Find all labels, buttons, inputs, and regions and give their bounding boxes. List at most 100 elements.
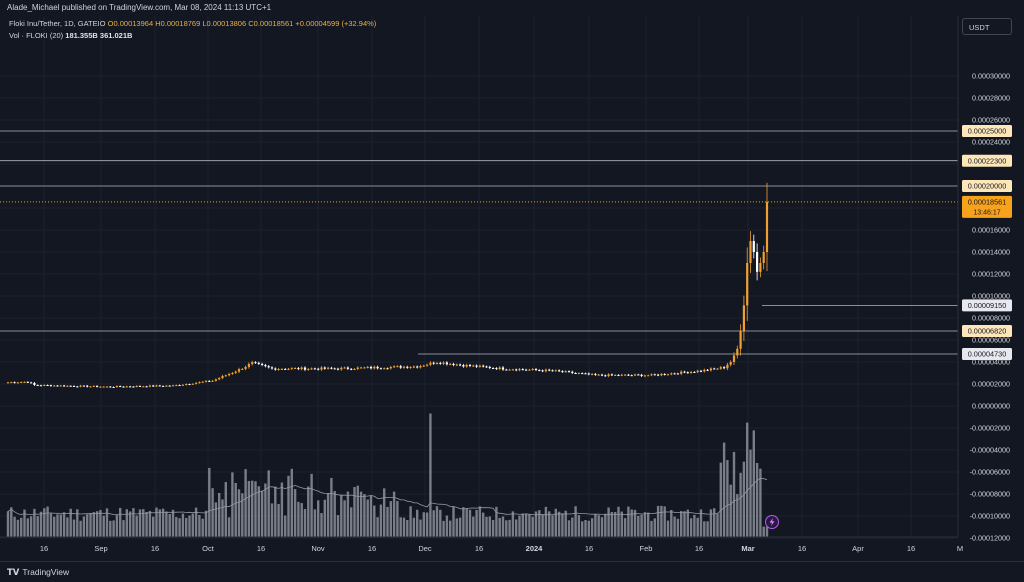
volume-bar xyxy=(749,449,752,537)
volume-bar xyxy=(260,490,264,537)
volume-bar xyxy=(402,517,406,537)
candle-body xyxy=(105,386,109,388)
horizontal-levels[interactable] xyxy=(0,130,958,355)
candle-body xyxy=(624,374,627,376)
volume-bar xyxy=(135,515,138,537)
lightning-icon[interactable] xyxy=(765,515,779,529)
volume-bar xyxy=(699,509,703,537)
time-tick-label: M xyxy=(957,544,963,553)
candle-body xyxy=(142,386,145,388)
volume-bar xyxy=(683,511,686,537)
level-tag xyxy=(962,154,1012,167)
time-tick-label: 16 xyxy=(695,544,703,553)
candle-body xyxy=(389,367,392,369)
candle-body xyxy=(746,263,749,306)
candle-body xyxy=(181,384,184,386)
volume-bar xyxy=(277,503,280,537)
candle-body xyxy=(478,365,481,367)
tradingview-logo-icon: 𝗧𝗩 xyxy=(7,568,20,578)
volume-bar xyxy=(290,468,293,537)
candle-body xyxy=(16,382,19,384)
volume-bar xyxy=(742,461,746,537)
candle-body xyxy=(53,385,56,387)
volume-bar xyxy=(600,517,604,537)
candle-body xyxy=(617,374,620,376)
volume-bar xyxy=(247,480,251,537)
candle-body xyxy=(690,371,693,373)
candle-body xyxy=(247,364,250,367)
volume-bar xyxy=(49,513,53,537)
candle-body xyxy=(561,371,564,373)
volume-bar xyxy=(729,484,732,537)
volume-bar xyxy=(161,508,165,537)
price-tick-label: -0.00008000 xyxy=(970,490,1010,499)
tradingview-brand[interactable]: 𝗧𝗩 TradingView xyxy=(7,567,69,578)
candle-body xyxy=(346,367,349,369)
candle-body xyxy=(188,384,191,386)
candle-body xyxy=(257,362,260,364)
volume-bar xyxy=(561,513,564,537)
time-tick-label: Dec xyxy=(418,544,432,553)
volume-bar xyxy=(521,513,524,537)
candle-body xyxy=(591,373,594,375)
volume-bar xyxy=(676,518,680,537)
candle-body xyxy=(699,370,703,372)
candle-body xyxy=(455,364,458,366)
volume-bar xyxy=(178,518,181,537)
candle-body xyxy=(72,385,76,387)
time-axis[interactable]: 16 Sep 16 Oct 16 Nov 16 Dec 16 2024 16 Feb 16 Mar 16 Ap… xyxy=(40,544,963,553)
candle-body xyxy=(102,386,105,388)
volume-bar xyxy=(696,517,699,537)
candle-body xyxy=(86,385,89,387)
volume-bar xyxy=(66,517,69,537)
volume-bar xyxy=(746,422,749,537)
volume-bar xyxy=(317,500,320,537)
current-price-tag xyxy=(962,195,1012,218)
price-tick-label: -0.00004000 xyxy=(970,446,1010,455)
candle-body xyxy=(723,367,726,369)
price-chart[interactable]: 0.00030000 0.00028000 0.00026000 0.00024000… xyxy=(0,16,1024,561)
price-tick-label: -0.00010000 xyxy=(970,512,1010,521)
volume-bar xyxy=(475,509,478,537)
volume-bar xyxy=(218,492,221,537)
volume-bar xyxy=(501,516,505,537)
time-tick-label: 16 xyxy=(151,544,159,553)
candle-body xyxy=(280,368,283,370)
candle-body xyxy=(294,368,297,370)
volume-bar xyxy=(89,512,92,537)
candle-body xyxy=(660,373,663,376)
currency-selector[interactable]: USDT xyxy=(962,18,1012,35)
volume-bar xyxy=(399,517,402,537)
candle-body xyxy=(237,369,241,372)
candle-body xyxy=(495,368,498,370)
candle-body xyxy=(412,366,415,368)
candle-body xyxy=(145,386,148,388)
candle-body xyxy=(313,368,316,370)
candle-body xyxy=(673,373,676,375)
candle-body xyxy=(373,366,376,369)
volume-bar xyxy=(643,512,647,537)
volume-bar xyxy=(755,462,759,537)
volume-bar xyxy=(587,520,590,537)
volume-bar xyxy=(36,516,39,537)
time-tick-label: 16 xyxy=(257,544,265,553)
candle-body xyxy=(383,368,386,370)
candle-body xyxy=(462,365,465,367)
volume-bar xyxy=(62,512,66,537)
volume-bar xyxy=(383,488,386,537)
volume-bar xyxy=(188,515,191,537)
volume-bar xyxy=(10,507,13,537)
candle-body xyxy=(138,385,142,387)
volume-bar xyxy=(208,467,211,537)
time-tick-label: Mar xyxy=(741,544,754,553)
candle-body xyxy=(581,373,584,375)
volume-bar xyxy=(224,482,227,537)
candle-body xyxy=(277,368,280,370)
volume-bar xyxy=(429,413,432,537)
volume-bar xyxy=(125,509,128,537)
candle-body xyxy=(439,362,442,364)
volume-bar xyxy=(653,518,656,537)
volume-bar xyxy=(574,506,577,537)
volume-bar xyxy=(254,481,257,537)
candle-body xyxy=(485,366,488,368)
